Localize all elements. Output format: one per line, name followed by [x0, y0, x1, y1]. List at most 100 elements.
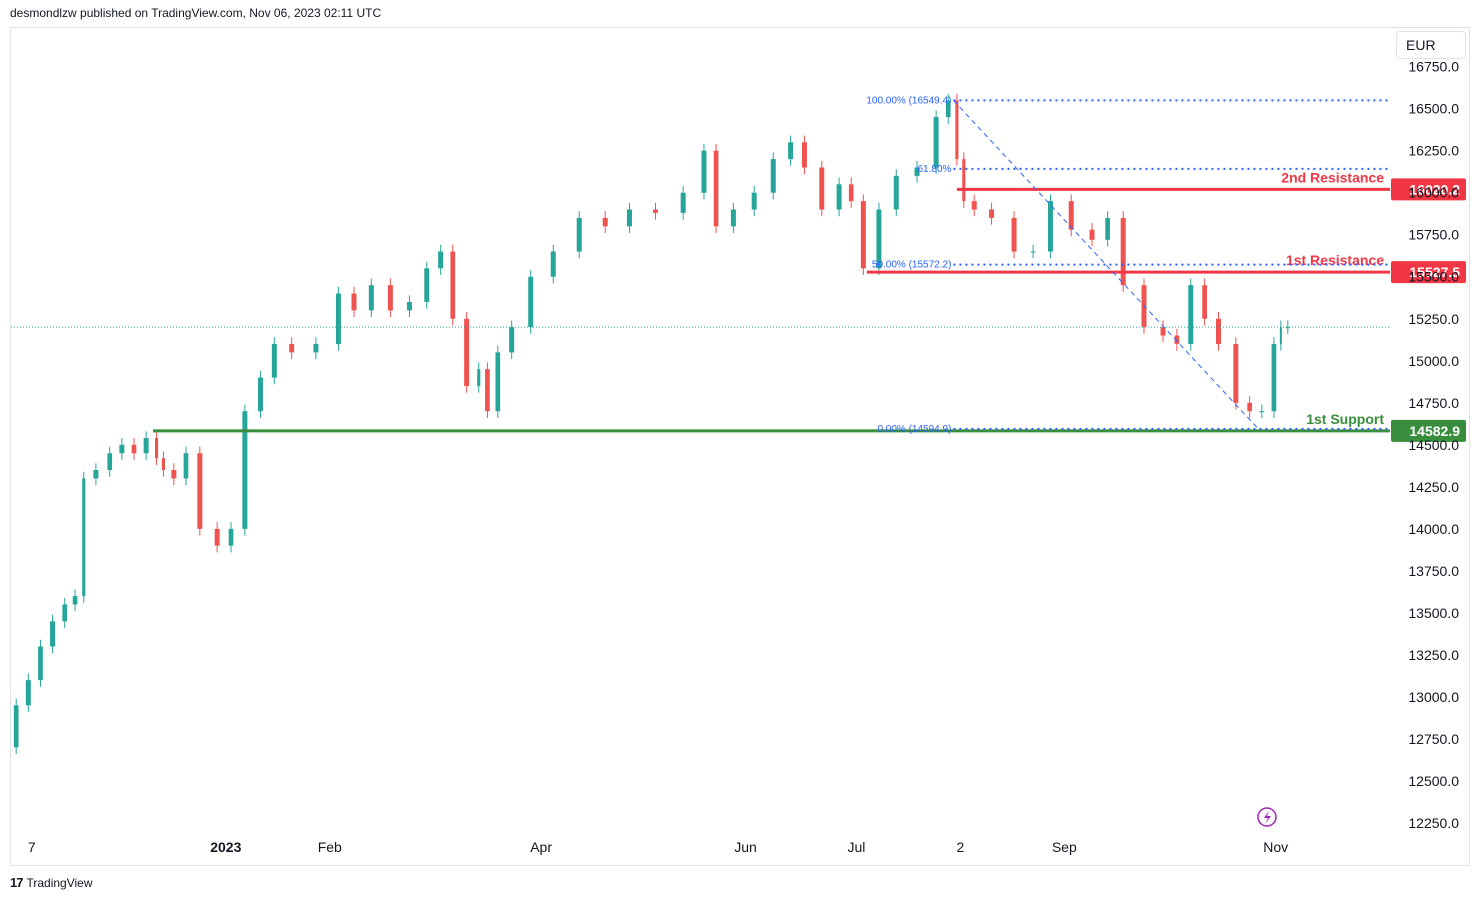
candle: [313, 343, 319, 353]
candle: [576, 217, 582, 252]
price-tag: [1391, 261, 1466, 284]
candle: [1188, 285, 1194, 344]
y-tick-label: 16500.0: [1408, 101, 1459, 117]
candle: [914, 167, 920, 176]
candle: [701, 150, 707, 193]
y-tick-label: 14000.0: [1408, 521, 1459, 537]
y-tick-label: 12500.0: [1408, 773, 1459, 789]
price-tag-label: 14582.9: [1409, 423, 1460, 439]
candle: [1011, 217, 1017, 252]
candle: [93, 470, 99, 479]
candle: [550, 251, 556, 277]
candle: [1202, 285, 1207, 319]
candle: [713, 150, 719, 227]
x-tick-label: Sep: [1052, 839, 1077, 855]
y-tick-label: 16750.0: [1408, 59, 1459, 75]
level-label: 1st Resistance: [1286, 252, 1384, 268]
candle: [801, 142, 807, 168]
tradingview-logo-icon: 17: [10, 875, 24, 890]
y-tick-label: 14750.0: [1408, 395, 1459, 411]
candle: [183, 453, 189, 479]
y-tick-label: 15500.0: [1408, 269, 1459, 285]
y-tick-label: 13000.0: [1408, 689, 1459, 705]
candle: [893, 175, 899, 210]
candle: [450, 251, 456, 319]
candle: [848, 184, 854, 202]
candle: [13, 705, 19, 748]
candle: [876, 209, 882, 269]
candle: [1285, 327, 1291, 329]
candle: [214, 528, 220, 546]
candle: [1105, 217, 1110, 240]
candle: [1174, 335, 1180, 344]
footer-brand: 17 TradingView: [10, 875, 93, 890]
lightning-icon[interactable]: [1257, 807, 1277, 827]
candle: [82, 478, 86, 597]
y-tick-label: 16250.0: [1408, 143, 1459, 159]
candle: [143, 438, 149, 454]
candle: [1160, 327, 1166, 336]
fib-level-label: 100.00% (16549.4): [866, 95, 951, 106]
candle: [955, 100, 959, 160]
x-tick-label: Nov: [1263, 839, 1288, 855]
candle: [424, 268, 430, 302]
level-label: 1st Support: [1306, 411, 1384, 427]
candle: [107, 453, 113, 471]
candle: [1247, 402, 1253, 412]
price-axis: 12250.0 12500.0 12750.0 13000.0 13250.0 13500…: [1408, 59, 1459, 831]
candle: [509, 327, 515, 353]
candle: [1259, 411, 1265, 413]
fib-level-label: 61.80%: [918, 164, 952, 175]
candle: [171, 470, 177, 479]
candle: [161, 458, 166, 471]
candle: [626, 209, 632, 227]
candle: [242, 411, 248, 529]
candle: [131, 444, 137, 454]
price-tag-label: 15527.5: [1409, 264, 1460, 280]
brand-name: TradingView: [26, 875, 93, 890]
y-tick-label: 15750.0: [1408, 227, 1459, 243]
candle: [38, 646, 43, 681]
y-tick-label: 14250.0: [1408, 479, 1459, 495]
candle: [495, 352, 501, 412]
x-tick-label: 7: [28, 839, 36, 855]
level-label: 2nd Resistance: [1281, 169, 1384, 185]
fib-trend-line: [953, 100, 1259, 430]
candle: [50, 621, 56, 647]
candle: [945, 100, 951, 118]
price-tag-label: 16020.2: [1409, 181, 1460, 197]
x-tick-label: Jul: [847, 839, 865, 855]
candle: [1279, 327, 1282, 344]
candle: [271, 343, 277, 378]
candle: [1215, 318, 1221, 344]
y-tick-label: 15250.0: [1408, 311, 1459, 327]
y-tick-label: 15000.0: [1408, 353, 1459, 369]
y-tick-label: 14500.0: [1408, 437, 1459, 453]
candle: [962, 159, 966, 202]
candle: [1068, 201, 1074, 230]
candle: [485, 369, 490, 412]
candle: [1233, 343, 1239, 403]
candle: [228, 528, 234, 546]
y-tick-label: 16000.0: [1408, 185, 1459, 201]
x-tick-label: Feb: [318, 839, 342, 855]
currency-button[interactable]: EUR: [1396, 31, 1466, 59]
candle: [1089, 229, 1095, 240]
candle: [477, 369, 481, 386]
levels-layer: 2nd Resistance 16020.2 1st Resistance 15527…: [11, 169, 1466, 442]
fib-level-label: 0.00% (14594.9): [877, 424, 951, 435]
candle: [438, 251, 444, 269]
chart-frame: [10, 27, 1470, 866]
x-tick-label: 2: [956, 839, 964, 855]
candle: [1030, 251, 1036, 253]
x-tick-label: Apr: [530, 839, 552, 855]
candle: [197, 453, 203, 529]
candle: [387, 285, 393, 311]
candle: [1271, 343, 1277, 412]
candles-layer: [13, 93, 1291, 755]
y-tick-label: 13500.0: [1408, 605, 1459, 621]
time-axis: 7 2023 Feb Apr Jun Jul 2 Sep Nov: [28, 839, 1288, 855]
candle: [528, 276, 534, 328]
y-tick-label: 13250.0: [1408, 647, 1459, 663]
